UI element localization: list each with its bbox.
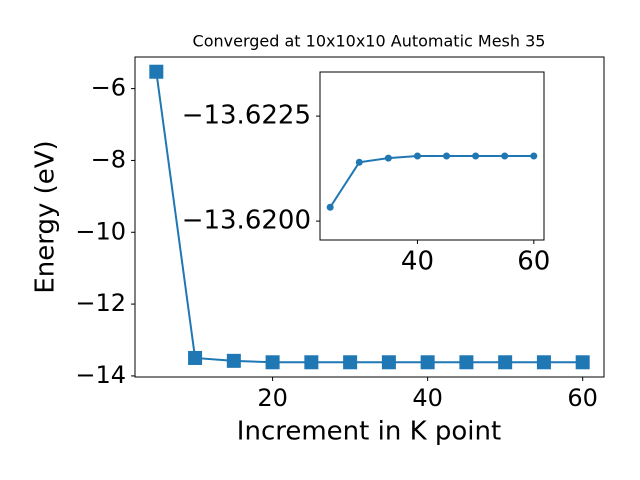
y-tick-label: −13.6200 xyxy=(182,206,311,236)
x-tick-label: 40 xyxy=(401,247,434,277)
y-tick-label: −14 xyxy=(75,361,126,389)
data-marker xyxy=(501,152,509,160)
y-tick-label: −13.6225 xyxy=(182,101,311,131)
y-tick-label: −12 xyxy=(75,289,126,317)
data-marker xyxy=(472,152,480,160)
chart-title: Converged at 10x10x10 Automatic Mesh 35 xyxy=(193,32,546,51)
data-marker xyxy=(443,152,451,160)
y-tick-label: −10 xyxy=(75,217,126,245)
data-marker xyxy=(149,64,164,79)
data-marker xyxy=(575,355,590,370)
data-marker xyxy=(530,152,538,160)
data-marker xyxy=(355,158,363,166)
x-tick-label: 60 xyxy=(567,384,598,412)
data-marker xyxy=(265,355,280,370)
data-marker xyxy=(536,355,551,370)
y-tick-label: −6 xyxy=(91,74,126,102)
data-marker xyxy=(459,355,474,370)
data-marker xyxy=(381,355,396,370)
y-axis-label: Energy (eV) xyxy=(31,140,61,293)
x-tick-label: 40 xyxy=(412,384,443,412)
x-tick-label: 20 xyxy=(257,384,288,412)
data-line xyxy=(329,155,534,208)
x-tick-label: 60 xyxy=(517,247,550,277)
data-marker xyxy=(343,355,358,370)
data-marker xyxy=(498,355,513,370)
data-marker xyxy=(420,355,435,370)
x-axis-label: Increment in K point xyxy=(237,417,501,447)
data-marker xyxy=(326,203,334,211)
data-marker xyxy=(226,353,241,368)
y-tick-label: −8 xyxy=(91,145,126,173)
data-marker xyxy=(413,152,421,160)
data-marker xyxy=(304,355,319,370)
data-marker xyxy=(384,154,392,162)
data-marker xyxy=(188,350,203,365)
